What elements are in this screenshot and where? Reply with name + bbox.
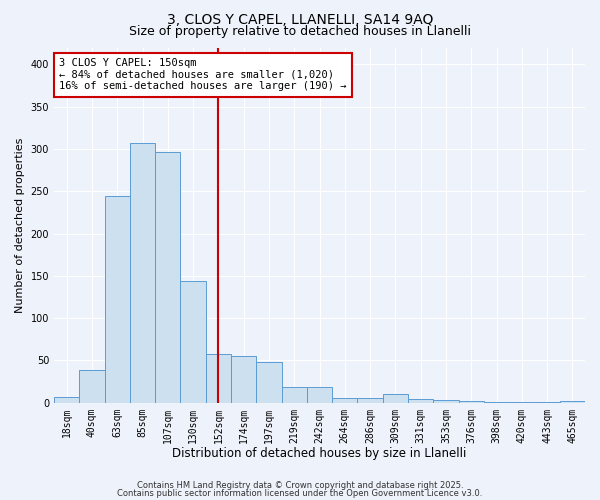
Bar (332, 398, 358, 402)
Bar (155, 152, 181, 402)
Bar (433, 400, 458, 402)
Bar (408, 400, 433, 402)
Bar (358, 398, 383, 402)
Bar (231, 356, 256, 403)
Bar (181, 281, 206, 402)
Bar (383, 394, 408, 402)
Bar (104, 196, 130, 402)
Bar (79, 370, 104, 402)
X-axis label: Distribution of detached houses by size in Llanelli: Distribution of detached houses by size … (172, 447, 467, 460)
Text: Contains public sector information licensed under the Open Government Licence v3: Contains public sector information licen… (118, 488, 482, 498)
Bar (206, 354, 231, 403)
Bar (54, 397, 79, 402)
Bar (281, 388, 307, 402)
Text: Contains HM Land Registry data © Crown copyright and database right 2025.: Contains HM Land Registry data © Crown c… (137, 481, 463, 490)
Text: 3, CLOS Y CAPEL, LLANELLI, SA14 9AQ: 3, CLOS Y CAPEL, LLANELLI, SA14 9AQ (167, 12, 433, 26)
Bar (560, 401, 585, 402)
Text: 3 CLOS Y CAPEL: 150sqm
← 84% of detached houses are smaller (1,020)
16% of semi-: 3 CLOS Y CAPEL: 150sqm ← 84% of detached… (59, 58, 347, 92)
Text: Size of property relative to detached houses in Llanelli: Size of property relative to detached ho… (129, 25, 471, 38)
Y-axis label: Number of detached properties: Number of detached properties (15, 138, 25, 313)
Bar (307, 386, 332, 402)
Bar (458, 401, 484, 402)
Bar (130, 143, 155, 403)
Bar (256, 362, 281, 403)
